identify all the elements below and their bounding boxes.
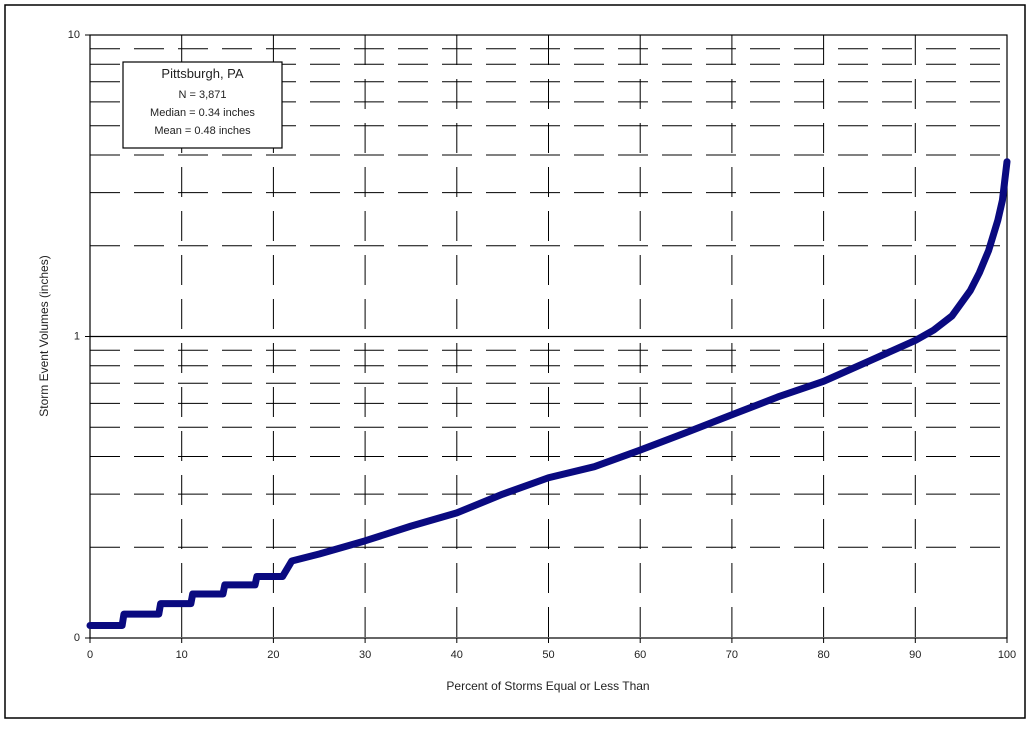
y-axis-label: Storm Event Volumes (inches) — [37, 255, 51, 416]
x-tick-label: 90 — [909, 649, 921, 661]
x-tick-label: 0 — [87, 649, 93, 661]
x-tick-label: 70 — [726, 649, 738, 661]
x-tick-label: 40 — [451, 649, 463, 661]
x-tick-label: 20 — [267, 649, 279, 661]
annotation-text: Mean = 0.48 inches — [154, 125, 251, 137]
annotation-text: Median = 0.34 inches — [150, 107, 255, 119]
data-line — [86, 158, 1011, 630]
x-tick-label: 80 — [817, 649, 829, 661]
annotation-text: Pittsburgh, PA — [161, 66, 243, 81]
y-tick-label: 1 — [74, 330, 80, 342]
x-tick-label: 30 — [359, 649, 371, 661]
x-tick-label: 100 — [998, 649, 1016, 661]
annotation-box — [122, 61, 283, 149]
annotation-text: N = 3,871 — [178, 89, 226, 101]
y-tick-label: 10 — [68, 29, 80, 41]
x-tick-label: 10 — [176, 649, 188, 661]
plot-area — [89, 34, 1008, 639]
x-tick-label: 50 — [542, 649, 554, 661]
y-tick-label: 0 — [74, 632, 80, 644]
x-axis-label: Percent of Storms Equal or Less Than — [446, 679, 649, 693]
x-tick-label: 60 — [634, 649, 646, 661]
